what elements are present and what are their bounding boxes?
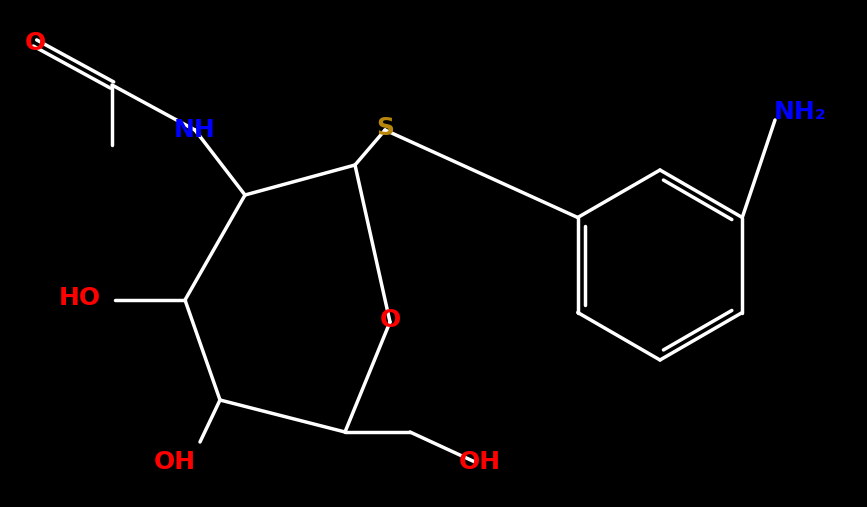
Text: O: O (380, 308, 401, 332)
Text: O: O (24, 31, 46, 55)
Text: S: S (376, 116, 394, 140)
Text: OH: OH (459, 450, 501, 474)
Text: NH: NH (174, 118, 216, 142)
Text: NH₂: NH₂ (773, 100, 826, 124)
Text: OH: OH (154, 450, 196, 474)
Text: HO: HO (59, 286, 101, 310)
